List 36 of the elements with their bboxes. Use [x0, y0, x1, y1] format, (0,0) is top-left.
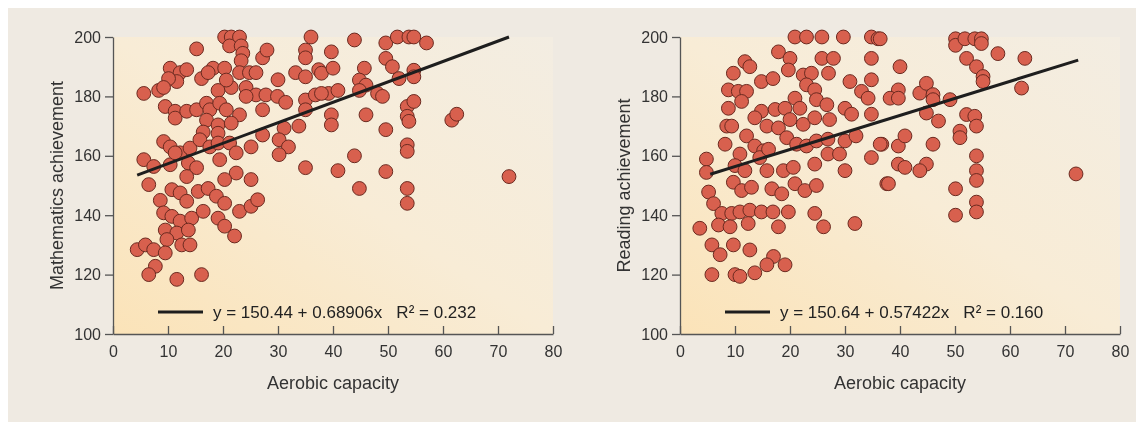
legend-label: y = 150.44 + 0.68906x R² = 0.232 [213, 303, 477, 322]
x-tick-label: 60 [1001, 343, 1020, 361]
y-tick-label: 160 [641, 147, 669, 165]
x-tick-label: 80 [544, 343, 563, 361]
x-tick-label: 30 [836, 343, 855, 361]
x-tick-label: 50 [946, 343, 965, 361]
y-tick-label: 180 [641, 88, 669, 106]
y-tick-label: 140 [641, 206, 669, 224]
y-tick-label: 100 [74, 325, 102, 343]
x-tick-label: 20 [214, 343, 233, 361]
x-tick-label: 0 [109, 343, 119, 361]
x-tick-label: 50 [379, 343, 398, 361]
y-tick-label: 160 [74, 147, 102, 165]
y-tick-label: 120 [74, 266, 102, 284]
x-tick-label: 40 [891, 343, 910, 361]
y-tick-label: 140 [74, 206, 102, 224]
x-axis-title: Aerobic capacity [266, 373, 400, 393]
y-tick-label: 200 [641, 28, 669, 46]
y-tick-label: 120 [641, 266, 669, 284]
y-tick-label: 200 [74, 28, 102, 46]
y-tick-label: 100 [641, 325, 669, 343]
x-tick-label: 0 [676, 343, 686, 361]
x-tick-label: 20 [781, 343, 800, 361]
x-tick-label: 40 [324, 343, 343, 361]
x-tick-label: 10 [726, 343, 745, 361]
y-tick-label: 180 [74, 88, 102, 106]
x-tick-label: 60 [434, 343, 453, 361]
y-axis-title: Mathematics achievement [47, 80, 67, 291]
x-tick-label: 10 [159, 343, 178, 361]
legend-label: y = 150.64 + 0.57422x R² = 0.160 [780, 303, 1044, 322]
x-tick-label: 70 [1056, 343, 1075, 361]
y-axis-title: Reading achievement [614, 98, 634, 273]
x-tick-label: 70 [489, 343, 508, 361]
x-axis-title: Aerobic capacity [833, 373, 967, 393]
x-tick-label: 80 [1111, 343, 1130, 361]
x-tick-label: 30 [269, 343, 288, 361]
